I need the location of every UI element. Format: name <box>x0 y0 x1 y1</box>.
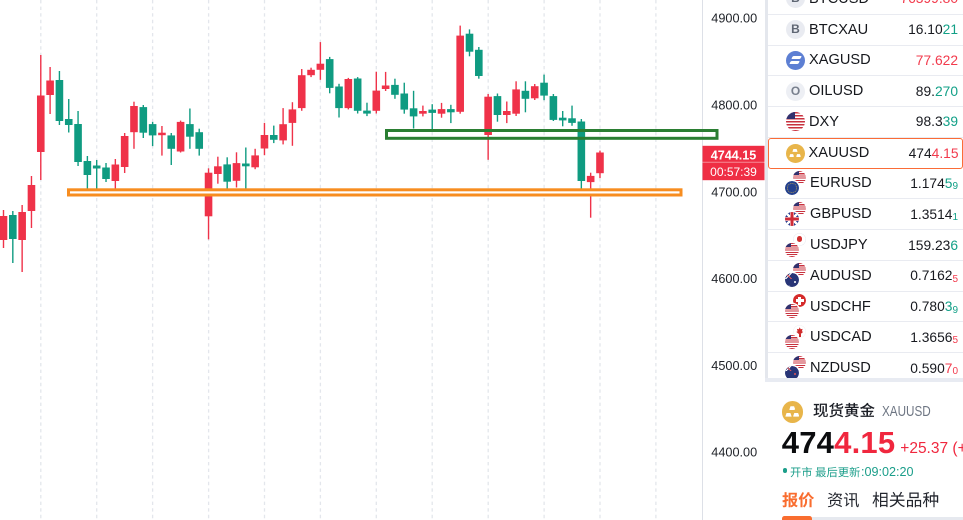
svg-text:4800.00: 4800.00 <box>711 99 757 113</box>
svg-text:00:57:39: 00:57:39 <box>710 165 757 179</box>
svg-text:4700.00: 4700.00 <box>711 185 757 199</box>
svg-text:4744.15: 4744.15 <box>711 148 757 162</box>
svg-text:4600.00: 4600.00 <box>711 272 757 286</box>
svg-text:4900.00: 4900.00 <box>711 12 757 26</box>
svg-text:4400.00: 4400.00 <box>711 446 757 460</box>
svg-text:4500.00: 4500.00 <box>711 359 757 373</box>
